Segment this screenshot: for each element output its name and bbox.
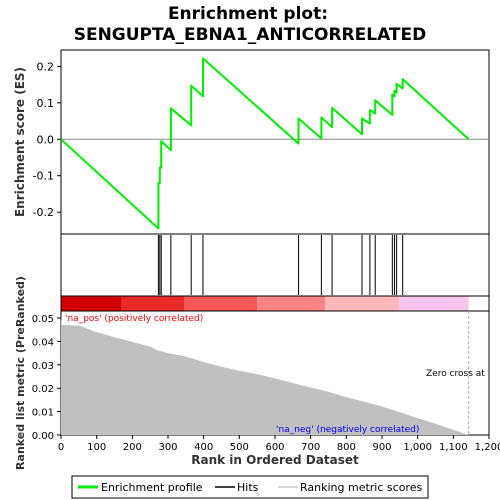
x-tick-label: 900 [372, 442, 391, 453]
legend-box [71, 475, 429, 499]
heat-segment [399, 296, 469, 311]
x-tick-label: 1,200 [475, 442, 500, 453]
negative-correlation-label: 'na_neg' (negatively correlated) [276, 425, 419, 435]
es-y-tick-label: 0.2 [37, 60, 55, 73]
chart-title-line-1: Enrichment plot: [168, 4, 328, 24]
ranked-y-tick-label: 0.00 [32, 431, 54, 442]
x-axis: 0 100 200 300 400 500 600 700 800 900 1,000 1,100 1,… [58, 435, 500, 453]
es-y-axis-label: Enrichment score (ES) [13, 67, 27, 217]
ranked-metric-panel: 0.00 0.01 0.02 0.03 0.04 0.05 'na_pos' (posit… [14, 276, 490, 470]
ranked-y-axis: 0.00 0.01 0.02 0.03 0.04 0.05 [32, 314, 61, 442]
heat-segment [61, 296, 122, 311]
x-tick-label: 700 [301, 442, 320, 453]
es-y-tick-label: -0.1 [33, 170, 54, 183]
x-tick-label: 0 [58, 442, 64, 453]
es-y-tick-label: -0.2 [33, 206, 54, 219]
x-tick-label: 500 [230, 442, 249, 453]
es-y-axis: -0.2 -0.1 0.0 0.1 0.2 [33, 60, 61, 219]
x-tick-label: 800 [337, 442, 356, 453]
es-panel-frame [60, 49, 490, 235]
ranked-y-tick-label: 0.02 [32, 384, 54, 395]
ranked-y-tick-label: 0.05 [32, 314, 54, 325]
chart-title-line-2: SENGUPTA_EBNA1_ANTICORRELATED [74, 25, 427, 45]
x-tick-label: 100 [87, 442, 106, 453]
heat-segment [184, 296, 258, 311]
legend-enrichment-profile-label: Enrichment profile [101, 481, 203, 494]
heat-segment [257, 296, 325, 311]
x-tick-label: 200 [123, 442, 142, 453]
x-tick-label: 600 [265, 442, 284, 453]
x-axis-label: Rank in Ordered Dataset [191, 453, 359, 467]
x-tick-label: 1,100 [439, 442, 468, 453]
ranked-y-tick-label: 0.03 [32, 361, 54, 372]
es-y-tick-label: 0.0 [37, 133, 55, 146]
x-tick-label: 400 [194, 442, 213, 453]
es-panel: -0.2 -0.1 0.0 0.1 0.2 Enrichment score (ES) [13, 49, 490, 235]
enrichment-profile-line [60, 57, 470, 230]
heat-segment [324, 296, 400, 311]
x-tick-label: 300 [158, 442, 177, 453]
ranked-y-tick-label: 0.04 [32, 337, 54, 348]
zero-cross-label: Zero cross at [426, 369, 485, 379]
positive-correlation-label: 'na_pos' (positively correlated) [65, 314, 203, 324]
legend-hits-label: Hits [237, 481, 259, 494]
ranking-metric-area [61, 315, 469, 435]
hit-markers [157, 235, 404, 295]
x-tick-label: 1,000 [403, 442, 432, 453]
heat-segment [121, 296, 185, 311]
hits-panel-frame [60, 233, 490, 297]
legend: Enrichment profile Hits Ranking metric s… [71, 475, 429, 499]
ranked-y-tick-label: 0.01 [32, 408, 54, 419]
legend-ranking-metric-label: Ranking metric scores [300, 481, 422, 494]
ranking-heat-bar [60, 295, 490, 312]
es-y-tick-label: 0.1 [37, 97, 55, 110]
hits-panel [60, 233, 490, 297]
ranked-y-axis-label: Ranked list metric (PreRanked) [14, 276, 27, 470]
